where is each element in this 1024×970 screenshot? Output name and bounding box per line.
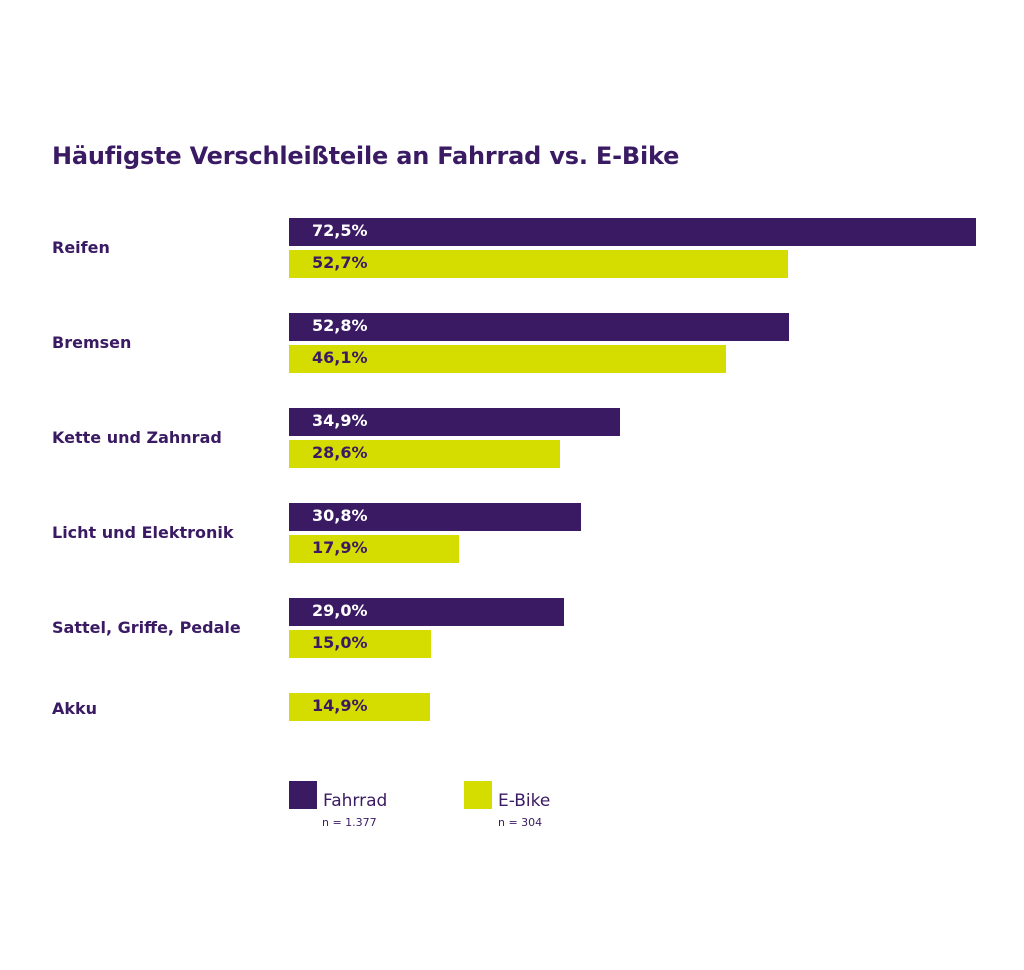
data-label-e-bike-licht-und-elektronik: 17,9% (312, 538, 368, 557)
bar-fahrrad-reifen: 72,5% (289, 218, 976, 246)
data-label-fahrrad-licht-und-elektronik: 30,8% (312, 506, 368, 525)
legend-label-fahrrad: Fahrrad (323, 791, 388, 811)
legend-n-fahrrad: n = 1.377 (322, 816, 377, 829)
bar-fahrrad-licht-und-elektronik: 30,8% (289, 503, 581, 531)
bar-fahrrad-bremsen: 52,8% (289, 313, 790, 341)
bar-e-bike-kette-und-zahnrad: 28,6% (289, 440, 560, 468)
legend-n-ebike: n = 304 (498, 816, 543, 829)
bar-e-bike-licht-und-elektronik: 17,9% (289, 535, 459, 563)
category-label-reifen: Reifen (52, 238, 110, 257)
bar-e-bike-reifen: 52,7% (289, 250, 789, 278)
category-label-sattel-griffe-pedale: Sattel, Griffe, Pedale (52, 618, 241, 637)
chart-title: Häufigste Verschleißteile an Fahrrad vs.… (52, 142, 680, 170)
legend-swatch-ebike (464, 781, 492, 809)
category-label-licht-und-elektronik: Licht und Elektronik (52, 523, 234, 542)
data-label-fahrrad-kette-und-zahnrad: 34,9% (312, 411, 368, 430)
data-label-e-bike-bremsen: 46,1% (312, 348, 368, 367)
legend-label-ebike: E-Bike (498, 791, 551, 811)
bar-e-bike-bremsen: 46,1% (289, 345, 726, 373)
category-label-kette-und-zahnrad: Kette und Zahnrad (52, 428, 222, 447)
data-label-fahrrad-reifen: 72,5% (312, 221, 368, 240)
data-label-e-bike-sattel-griffe-pedale: 15,0% (312, 633, 368, 652)
category-label-bremsen: Bremsen (52, 333, 132, 352)
data-label-e-bike-akku: 14,9% (312, 696, 368, 715)
data-label-fahrrad-sattel-griffe-pedale: 29,0% (312, 601, 368, 620)
legend-swatch-fahrrad (289, 781, 317, 809)
data-label-e-bike-reifen: 52,7% (312, 253, 368, 272)
data-label-e-bike-kette-und-zahnrad: 28,6% (312, 443, 368, 462)
bar-fahrrad-sattel-griffe-pedale: 29,0% (289, 598, 564, 626)
data-label-fahrrad-bremsen: 52,8% (312, 316, 368, 335)
bar-e-bike-sattel-griffe-pedale: 15,0% (289, 630, 432, 658)
bar-fahrrad-kette-und-zahnrad: 34,9% (289, 408, 620, 436)
bar-e-bike-akku: 14,9% (289, 693, 431, 721)
category-label-akku: Akku (52, 699, 98, 718)
